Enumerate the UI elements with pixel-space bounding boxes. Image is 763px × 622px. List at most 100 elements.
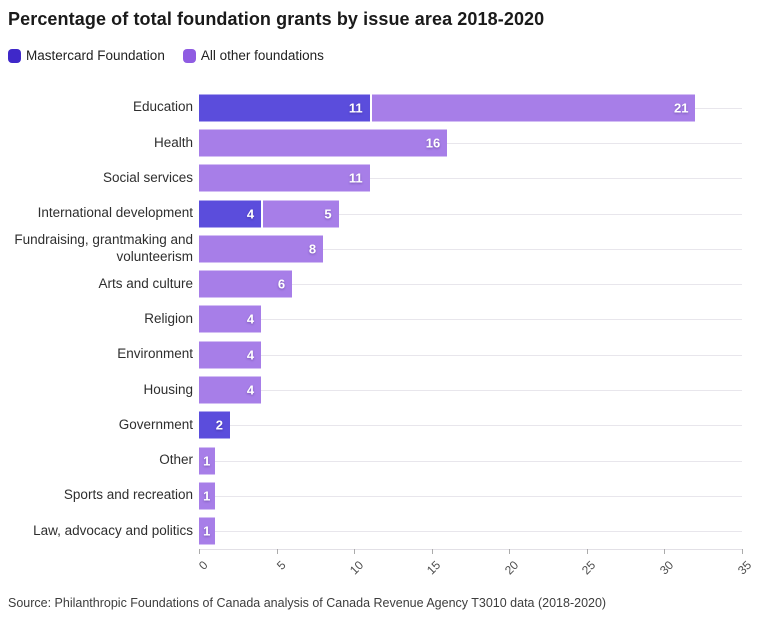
- bar-value-label: 4: [246, 382, 255, 398]
- stacked-bar: 11 21: [199, 94, 696, 122]
- bar-row: Fundraising, grantmaking and volunteeris…: [8, 231, 755, 266]
- category-label: Housing: [143, 381, 193, 397]
- axis-tick-mark: [664, 548, 666, 554]
- gridline: [199, 460, 742, 462]
- bar-segment-mastercard: 4: [199, 200, 262, 228]
- bar-segment-others: 1: [199, 517, 215, 545]
- bar-row: Religion 4: [8, 302, 755, 337]
- bar-value-label: 4: [246, 311, 255, 327]
- legend-swatch-mastercard: [8, 48, 21, 63]
- axis-tick-mark: [354, 548, 356, 554]
- gridline: [199, 284, 742, 286]
- gridline: [199, 425, 742, 427]
- source-note: Source: Philanthropic Foundations of Can…: [8, 596, 607, 610]
- plot-cell: 16: [199, 125, 755, 160]
- category-label: Law, advocacy and politics: [33, 522, 193, 538]
- chart-area: Education 11 21 Health 16 Social services 11 In…: [8, 90, 755, 589]
- stacked-bar: 16: [199, 129, 448, 157]
- gridline: [199, 319, 742, 321]
- gridline: [199, 178, 742, 180]
- axis-tick-label: 30: [656, 557, 677, 578]
- gridline: [199, 354, 742, 356]
- legend-label: Mastercard Foundation: [26, 48, 165, 63]
- bar-segment-others: 1: [199, 482, 215, 510]
- stacked-bar: 2: [199, 411, 231, 439]
- bar-row: Education 11 21: [8, 90, 755, 125]
- stacked-bar: 4: [199, 341, 262, 369]
- bar-value-label: 4: [246, 206, 255, 222]
- plot-cell: 11: [199, 161, 755, 196]
- gridline: [199, 213, 742, 215]
- category-label: International development: [37, 205, 193, 221]
- stacked-bar: 1: [199, 517, 215, 545]
- category-label: Environment: [117, 346, 193, 362]
- plot-cell: 1: [199, 443, 755, 478]
- bar-row: Law, advocacy and politics 1: [8, 514, 755, 549]
- bar-value-label: 2: [215, 417, 224, 433]
- bar-value-label: 4: [246, 347, 255, 363]
- legend: Mastercard Foundation All other foundati…: [8, 48, 324, 63]
- bar-value-label: 21: [673, 100, 689, 116]
- category-label: Social services: [102, 169, 193, 185]
- bar-value-label: 11: [348, 170, 363, 186]
- axis-tick-mark: [509, 548, 511, 554]
- chart-title: Percentage of total foundation grants by…: [8, 9, 545, 29]
- bar-value-label: 1: [203, 488, 211, 504]
- category-label: Other: [159, 452, 193, 468]
- bar-row: Arts and culture 6: [8, 266, 755, 301]
- legend-swatch-others: [182, 48, 196, 63]
- plot-cell: 11 21: [199, 90, 755, 125]
- category-label: Education: [132, 99, 193, 115]
- axis-tick-label: 20: [501, 557, 522, 578]
- bar-segment-others: 21: [369, 94, 696, 122]
- bar-segment-others: 5: [261, 200, 339, 228]
- stacked-bar: 6: [199, 270, 293, 298]
- stacked-bar: 8: [199, 235, 324, 263]
- bar-segment-others: 8: [199, 235, 324, 263]
- axis-tick-mark: [199, 548, 200, 554]
- plot-cell: 4: [199, 337, 755, 372]
- axis-baseline: [199, 548, 742, 550]
- bar-row: Government 2: [8, 408, 755, 443]
- bar-segment-others: 4: [199, 305, 262, 333]
- bar-segment-others: 4: [199, 376, 262, 404]
- category-label: Arts and culture: [98, 275, 193, 291]
- bar-segment-others: 6: [199, 270, 293, 298]
- axis-tick-label: 0: [196, 557, 211, 573]
- axis-tick-mark: [431, 548, 433, 554]
- plot-cell: 8: [199, 231, 755, 266]
- stacked-bar: 4: [199, 305, 262, 333]
- bar-row: Sports and recreation 1: [8, 478, 755, 513]
- axis-tick-label: 25: [579, 557, 599, 578]
- bar-value-label: 1: [203, 453, 211, 469]
- category-label: Religion: [144, 310, 193, 326]
- bar-row: Housing 4: [8, 372, 755, 407]
- plot-cell: 1: [199, 514, 755, 549]
- axis-tick-mark: [276, 548, 278, 554]
- bar-segment-others: 11: [199, 164, 370, 192]
- gridline: [199, 248, 742, 250]
- axis-tick-mark: [586, 548, 588, 554]
- bar-value-label: 16: [425, 135, 441, 151]
- axis-tick-mark: [742, 548, 743, 554]
- bar-segment-others: 4: [199, 341, 262, 369]
- axis-tick-label: 10: [346, 557, 367, 578]
- bar-row: Environment 4: [8, 337, 755, 372]
- plot-cell: 4: [199, 302, 755, 337]
- legend-item-mastercard: Mastercard Foundation: [8, 48, 165, 63]
- gridline: [199, 495, 742, 497]
- axis-tick-label: 5: [273, 557, 289, 573]
- bar-segment-mastercard: 11: [199, 94, 370, 122]
- stacked-bar: 1: [199, 447, 215, 475]
- stacked-bar: 11: [199, 164, 370, 192]
- category-label: Fundraising, grantmaking and volunteeris…: [14, 231, 193, 264]
- category-label: Sports and recreation: [63, 487, 193, 503]
- bar-value-label: 1: [203, 523, 211, 539]
- plot-cell: 4: [199, 372, 755, 407]
- plot-cell: 2: [199, 408, 755, 443]
- bar-segment-others: 1: [199, 447, 215, 475]
- plot-cell: 1: [199, 478, 755, 513]
